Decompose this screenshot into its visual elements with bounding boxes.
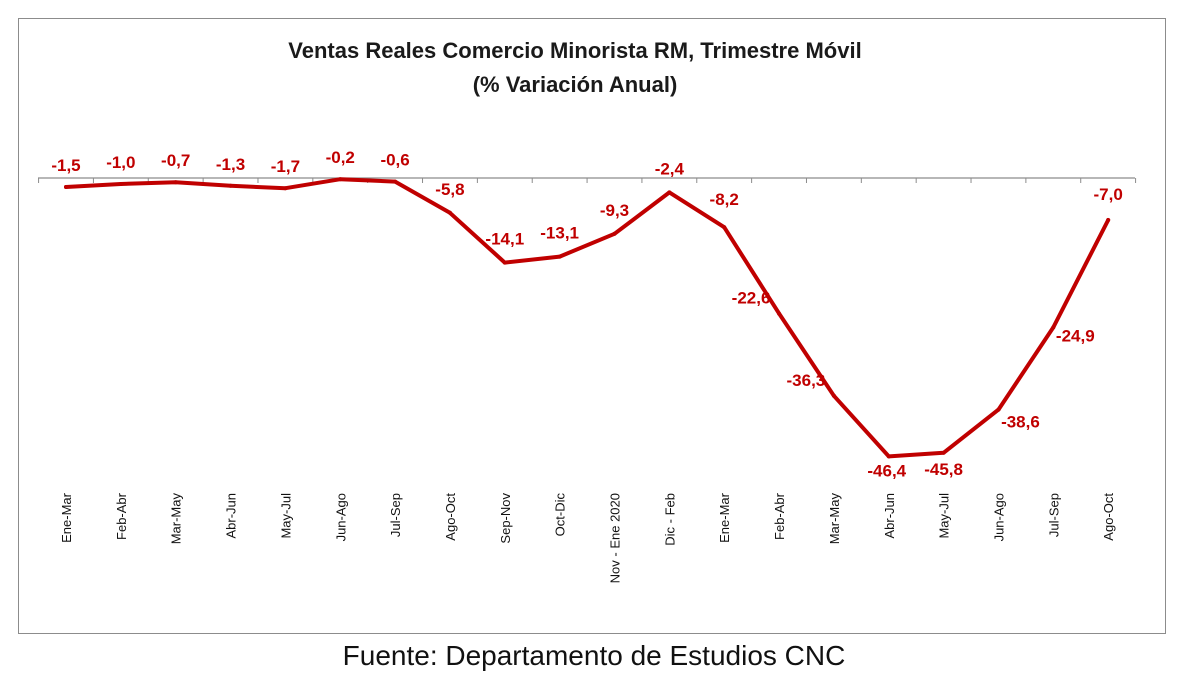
x-tick-label: Ene-Mar: [59, 492, 74, 543]
data-point: [996, 407, 1001, 412]
data-point: [557, 254, 562, 259]
data-point: [1106, 218, 1111, 222]
x-tick-label: Jun-Ago: [991, 493, 1006, 541]
data-label: -45,8: [924, 460, 963, 479]
data-label: -0,6: [380, 151, 409, 170]
data-label: -46,4: [867, 461, 906, 480]
chart-subtitle: (% Variación Anual): [472, 72, 678, 97]
data-point: [118, 182, 123, 186]
data-label: -8,2: [710, 190, 739, 209]
x-tick-label: Ago-Oct: [443, 493, 458, 541]
data-label: -5,8: [435, 180, 464, 199]
x-tick-label: Abr-Jun: [882, 493, 897, 539]
data-point: [831, 393, 836, 398]
x-tick-label: May-Jul: [937, 493, 952, 539]
data-label: -7,0: [1094, 185, 1123, 204]
x-tick-label: Feb-Abr: [772, 492, 787, 540]
source-note: Fuente: Departamento de Estudios CNC: [342, 640, 846, 671]
data-point: [338, 177, 343, 182]
data-point: [722, 225, 727, 230]
data-point: [283, 186, 288, 191]
data-label: -2,4: [655, 159, 685, 178]
data-point: [941, 450, 946, 455]
data-label: -38,6: [1001, 413, 1040, 432]
data-point: [777, 311, 782, 316]
data-label: -1,5: [51, 156, 80, 175]
data-label: -1,7: [271, 157, 300, 176]
data-point: [886, 454, 891, 459]
data-label: -22,6: [732, 289, 771, 308]
x-tick-label: Mar-May: [169, 493, 184, 545]
series-line: [64, 177, 1111, 459]
data-label: -0,2: [326, 148, 355, 167]
data-label: -24,9: [1056, 326, 1095, 345]
data-point: [1051, 325, 1056, 330]
x-tick-label: Ene-Mar: [717, 492, 732, 543]
data-point: [667, 190, 672, 195]
data-label: -36,3: [787, 371, 826, 390]
data-point: [612, 231, 617, 236]
data-label: -1,3: [216, 155, 245, 174]
x-tick-label: Mar-May: [827, 493, 842, 545]
x-tick-label: Ago-Oct: [1101, 493, 1116, 541]
chart-title-block: Ventas Reales Comercio Minorista RM, Tri…: [0, 34, 1150, 102]
x-tick-label: Jun-Ago: [333, 493, 348, 541]
data-point: [447, 210, 452, 215]
chart-frame: [18, 18, 1166, 634]
data-point: [64, 185, 68, 189]
x-tick-label: Nov - Ene 2020: [608, 493, 623, 583]
x-tick-label: May-Jul: [278, 493, 293, 539]
data-label: -13,1: [540, 224, 579, 243]
x-tick-label: Sep-Nov: [498, 493, 513, 544]
x-tick-label: Dic - Feb: [662, 493, 677, 546]
x-tick-label: Jul-Sep: [1046, 493, 1061, 537]
data-label: -14,1: [485, 230, 524, 249]
x-tick-label: Abr-Jun: [224, 493, 239, 539]
data-point: [228, 183, 233, 188]
data-point: [393, 179, 398, 184]
x-tick-label: Feb-Abr: [114, 492, 129, 540]
data-label: -1,0: [106, 153, 135, 172]
data-point: [502, 260, 507, 265]
chart-title: Ventas Reales Comercio Minorista RM, Tri…: [288, 38, 862, 63]
data-label: -9,3: [600, 201, 629, 220]
x-tick-label: Oct-Dic: [553, 493, 568, 537]
x-tick-label: Jul-Sep: [388, 493, 403, 537]
data-point: [173, 180, 178, 185]
data-label: -0,7: [161, 151, 190, 170]
